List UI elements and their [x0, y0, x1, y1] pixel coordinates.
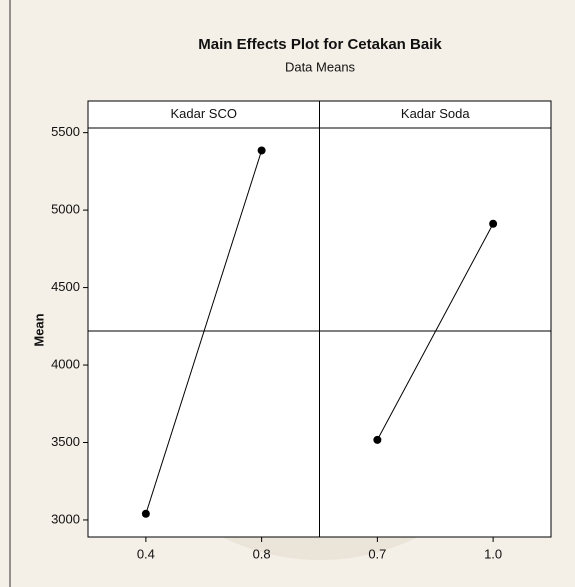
y-tick-label: 5000	[51, 202, 80, 217]
x-tick-label: 1.0	[484, 546, 502, 561]
x-tick-label: 0.4	[137, 546, 155, 561]
chart-title: Main Effects Plot for Cetakan Baik	[198, 36, 442, 53]
y-axis-label: Mean	[31, 313, 46, 346]
y-tick-label: 3000	[51, 511, 80, 526]
point	[489, 220, 497, 228]
y-tick-label: 3500	[51, 434, 80, 449]
x-tick-label: 0.8	[253, 546, 271, 561]
point	[258, 146, 266, 154]
y-tick-label: 4500	[51, 279, 80, 294]
panel-title: Kadar SCO	[171, 106, 237, 121]
chart: Main Effects Plot for Cetakan Baik Data …	[0, 0, 575, 587]
y-tick-label: 4000	[51, 356, 80, 371]
panel-title: Kadar Soda	[401, 106, 470, 121]
point	[142, 510, 150, 518]
x-tick-label: 0.7	[368, 546, 386, 561]
point	[373, 436, 381, 444]
chart-subtitle: Data Means	[285, 59, 356, 74]
y-tick-label: 5500	[51, 124, 80, 139]
